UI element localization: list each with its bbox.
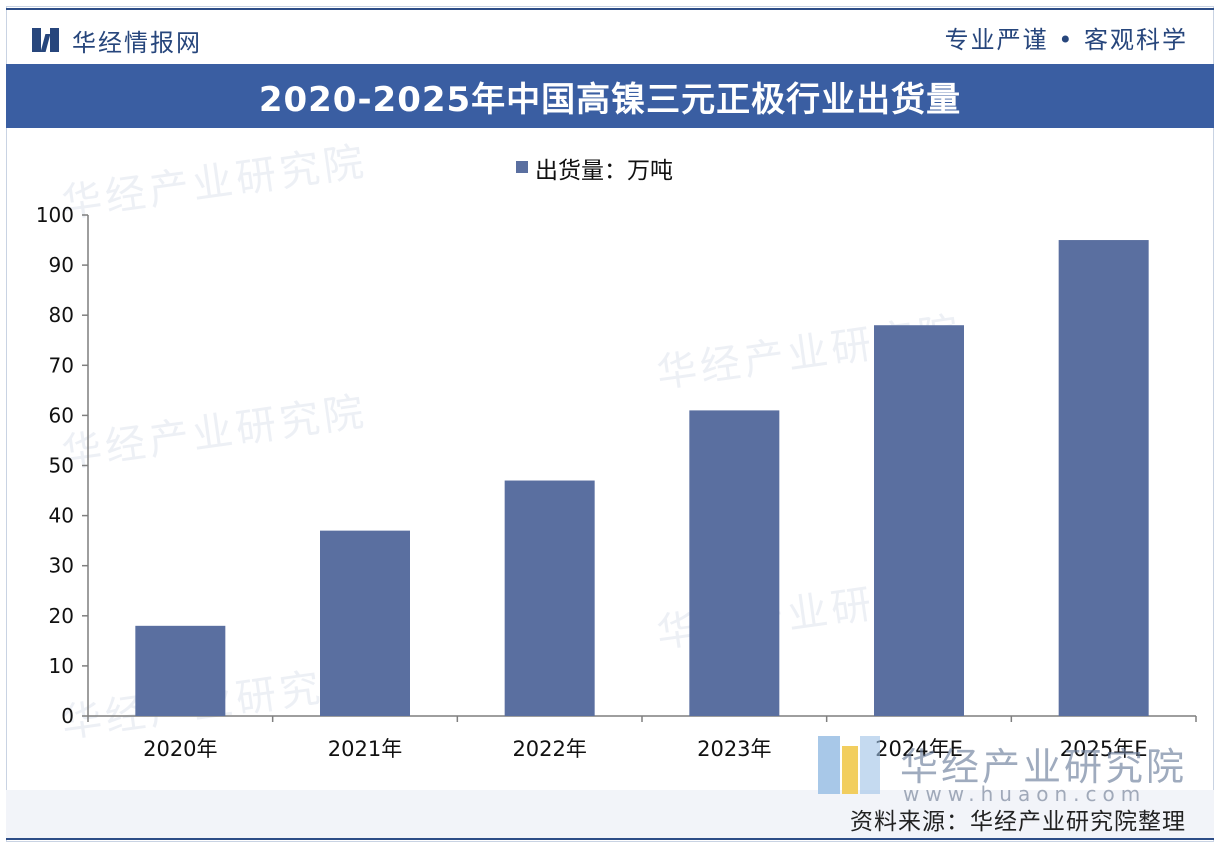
brand-logo-icon xyxy=(30,26,60,54)
x-category-label: 2023年 xyxy=(697,737,771,761)
top-divider xyxy=(6,8,1214,10)
bar xyxy=(320,530,410,716)
y-tick-label: 80 xyxy=(49,303,74,327)
institute-name: 华经产业研究院 xyxy=(900,745,1188,789)
y-tick-label: 0 xyxy=(61,704,74,728)
y-tick-label: 100 xyxy=(36,203,74,227)
brand-header: 华经情报网 xyxy=(30,22,202,58)
y-tick-label: 70 xyxy=(49,353,74,377)
bar xyxy=(874,325,964,716)
legend-label: 出货量：万吨 xyxy=(535,158,673,184)
website-url: www.huaon.com xyxy=(903,782,1147,806)
x-category-label: 2022年 xyxy=(512,737,586,761)
brand-name: 华经情报网 xyxy=(72,28,202,57)
institute-logo-icon xyxy=(818,736,880,794)
bars xyxy=(135,240,1149,717)
y-tick-label: 60 xyxy=(49,403,74,427)
chart-title: 2020-2025年中国高镍三元正极行业出货量 xyxy=(258,79,962,120)
title-band: 2020-2025年中国高镍三元正极行业出货量 xyxy=(6,64,1214,128)
bar xyxy=(1058,240,1149,717)
y-tick-label: 20 xyxy=(49,604,74,628)
axes xyxy=(82,214,1197,722)
y-tick-label: 90 xyxy=(49,253,74,277)
slogan: 专业严谨 • 客观科学 xyxy=(944,26,1188,54)
y-tick-label: 50 xyxy=(49,454,74,478)
x-category-label: 2025年E xyxy=(1060,737,1148,761)
x-category-label: 2024年E xyxy=(875,737,963,761)
data-source: 资料来源：华经产业研究院整理 xyxy=(850,809,1186,835)
bar xyxy=(504,480,595,716)
legend: 出货量：万吨 xyxy=(516,158,673,184)
y-tick-label: 40 xyxy=(49,504,74,528)
bar xyxy=(689,410,780,716)
x-category-label: 2021年 xyxy=(328,737,402,761)
labels: 0 10 20 30 40 50 60 70 80 90 100 2020年 2021年 2022年 202… xyxy=(36,203,1148,761)
footer-band xyxy=(6,790,1214,838)
y-tick-label: 30 xyxy=(49,554,74,578)
bottom-divider xyxy=(6,838,1214,840)
legend-swatch xyxy=(516,161,528,173)
y-tick-label: 10 xyxy=(49,654,74,678)
x-category-label: 2020年 xyxy=(143,737,217,761)
bar xyxy=(135,625,226,716)
